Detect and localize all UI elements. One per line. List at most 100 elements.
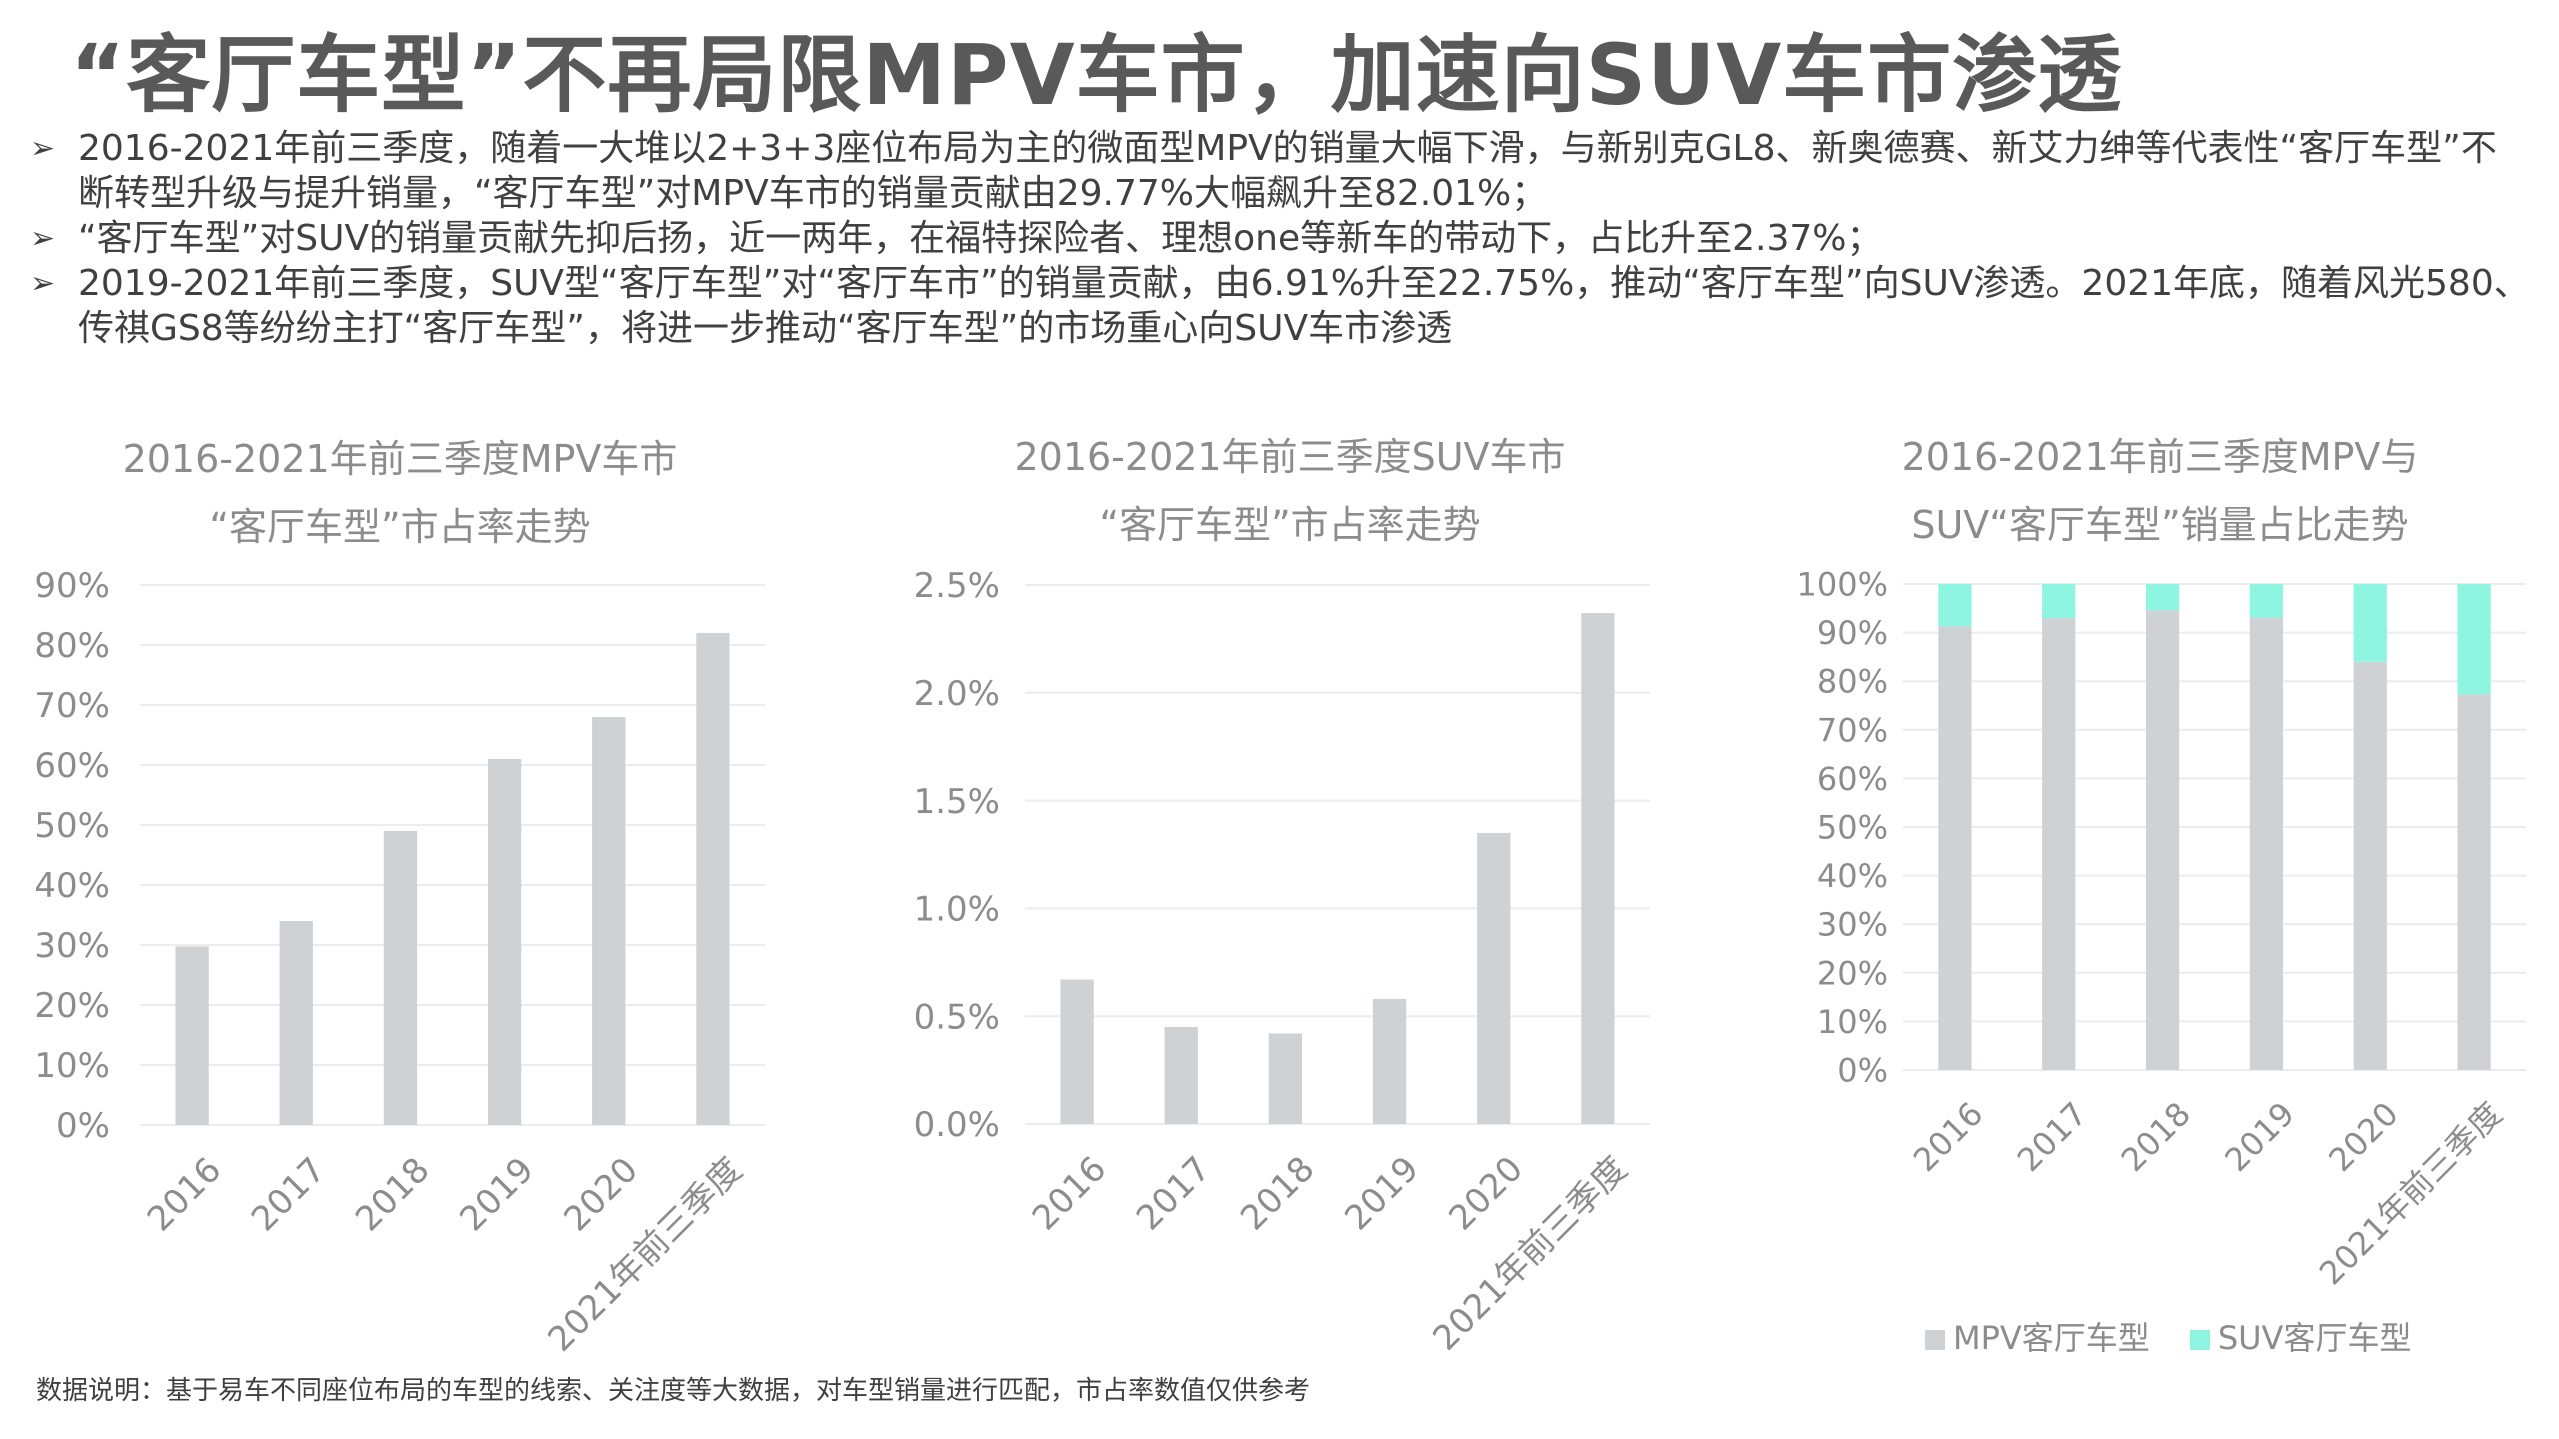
y-tick-label: 10%	[1817, 1003, 1888, 1041]
y-tick-label: 40%	[1817, 857, 1888, 895]
y-tick-label: 70%	[34, 686, 110, 726]
y-tick-label: 40%	[34, 866, 110, 906]
bullet-text: “客厅车型”对SUV的销量贡献先抑后扬，近一两年，在福特探险者、理想one等新车…	[78, 218, 1883, 259]
y-tick-label: 0.0%	[914, 1105, 1000, 1145]
x-tick-label: 2017	[244, 1150, 333, 1239]
x-tick-label: 2021年前三季度	[1425, 1149, 1635, 1359]
x-tick-label: 2018	[1233, 1149, 1322, 1238]
y-tick-label: 50%	[1817, 809, 1888, 847]
y-tick-label: 60%	[34, 746, 110, 786]
bar-segment-suv	[2042, 584, 2076, 619]
y-tick-label: 0%	[1837, 1052, 1888, 1090]
bar	[1164, 1026, 1198, 1124]
page-title: “客厅车型”不再局限MPV车市，加速向SUV车市渗透	[70, 26, 2123, 124]
y-tick-label: 80%	[34, 626, 110, 666]
legend-label: MPV客厅车型	[1953, 1319, 2150, 1357]
x-tick-label: 2021年前三季度	[540, 1150, 750, 1360]
y-tick-label: 0%	[56, 1106, 110, 1146]
chart-title-line: “客厅车型”市占率走势	[209, 505, 591, 549]
bar	[1581, 613, 1615, 1124]
chart-title-line: 2016-2021年前三季度SUV车市	[1014, 435, 1566, 479]
chart-title-line: 2016-2021年前三季度MPV与	[1901, 435, 2419, 479]
y-tick-label: 50%	[34, 806, 110, 846]
x-tick-label: 2017	[1129, 1149, 1218, 1238]
chart-title-line: SUV“客厅车型”销量占比走势	[1911, 503, 2409, 547]
x-tick-label: 2019	[452, 1150, 541, 1239]
bar	[1372, 998, 1407, 1124]
bar-segment-suv	[2353, 584, 2387, 662]
chart-title-line: 2016-2021年前三季度MPV车市	[122, 437, 678, 481]
y-tick-label: 10%	[34, 1046, 110, 1086]
y-tick-label: 60%	[1817, 760, 1888, 798]
y-tick-label: 70%	[1817, 711, 1888, 749]
x-tick-label: 2016	[1906, 1095, 1990, 1179]
chart-title-line: “客厅车型”市占率走势	[1099, 503, 1481, 547]
x-tick-label: 2021年前三季度	[2312, 1095, 2510, 1293]
legend-item-suv: SUV客厅车型	[2189, 1313, 2412, 1359]
bar	[487, 759, 522, 1125]
bullet-text: 2016-2021年前三季度，随着一大堆以2+3+3座位布局为主的微面型MPV的…	[78, 128, 2497, 214]
x-tick-label: 2020	[1441, 1149, 1530, 1238]
bar-segment-mpv	[2145, 610, 2180, 1070]
x-tick-label: 2016	[140, 1150, 229, 1239]
stacked-share-bar-chart: 0%10%20%30%40%50%60%70%80%90%100%2016 201…	[1797, 566, 2526, 1293]
bar	[383, 831, 418, 1125]
bar	[1477, 832, 1511, 1124]
bar	[1060, 979, 1094, 1124]
y-tick-label: 20%	[1817, 954, 1888, 992]
y-tick-label: 30%	[1817, 906, 1888, 944]
bullet-list: ➢ 2016-2021年前三季度，随着一大堆以2+3+3座位布局为主的微面型MPV…	[30, 126, 2530, 351]
bar-segment-suv	[2249, 584, 2284, 618]
y-tick-label: 2.5%	[914, 566, 1000, 606]
legend-item-mpv: MPV客厅车型	[1925, 1313, 2150, 1359]
mpv-share-bar-chart: 0%10%20%30%40%50%60%70%80%90%2016 2017 201…	[34, 566, 765, 1360]
bullet-item: ➢ 2019-2021年前三季度，SUV型“客厅车型”对“客厅车市”的销量贡献，由…	[30, 261, 2530, 351]
bar	[696, 632, 730, 1125]
bar-segment-suv	[1938, 584, 1972, 627]
y-tick-label: 90%	[1817, 614, 1888, 652]
y-tick-label: 20%	[34, 986, 110, 1026]
x-tick-label: 2020	[556, 1150, 645, 1239]
bar	[592, 717, 626, 1125]
bar-segment-suv	[2145, 584, 2180, 611]
bullet-text: 2019-2021年前三季度，SUV型“客厅车型”对“客厅车市”的销量贡献，由6…	[78, 263, 2530, 349]
x-tick-label: 2016	[1025, 1149, 1114, 1238]
y-tick-label: 80%	[1817, 663, 1888, 701]
x-tick-label: 2019	[1337, 1149, 1426, 1238]
chart-3-legend: MPV客厅车型 SUV客厅车型	[1925, 1313, 2411, 1359]
chart-3-title: 2016-2021年前三季度MPV与 SUV“客厅车型”销量占比走势	[1820, 423, 2500, 559]
bar-segment-mpv	[2457, 694, 2491, 1070]
bar-segment-suv	[2457, 584, 2491, 695]
bullet-item: ➢ 2016-2021年前三季度，随着一大堆以2+3+3座位布局为主的微面型MPV…	[30, 126, 2530, 216]
y-tick-label: 0.5%	[914, 997, 1000, 1037]
y-tick-label: 90%	[34, 566, 110, 606]
bar-segment-mpv	[1938, 626, 1972, 1070]
x-tick-label: 2018	[2114, 1095, 2198, 1179]
suv-share-bar-chart: 0.0% 0.5% 1.0% 1.5% 2.0% 2.5% 2016 2017 2018 2019…	[914, 566, 1650, 1359]
arrowhead-bullet-icon: ➢	[30, 221, 56, 256]
bar-segment-mpv	[2042, 618, 2076, 1070]
bullet-item: ➢ “客厅车型”对SUV的销量贡献先抑后扬，近一两年，在福特探险者、理想one等新…	[30, 216, 2530, 261]
footnote: 数据说明：基于易车不同座位布局的车型的线索、关注度等大数据，对车型销量进行匹配，…	[36, 1376, 1311, 1406]
arrowhead-bullet-icon: ➢	[30, 266, 56, 301]
y-tick-label: 1.0%	[914, 890, 1000, 930]
bar	[175, 946, 209, 1125]
y-tick-label: 30%	[34, 926, 110, 966]
chart-2-title: 2016-2021年前三季度SUV车市 “客厅车型”市占率走势	[950, 423, 1630, 559]
x-tick-label: 2019	[2217, 1095, 2301, 1179]
y-tick-label: 2.0%	[914, 674, 1000, 714]
arrowhead-bullet-icon: ➢	[30, 131, 56, 166]
legend-swatch	[2189, 1330, 2210, 1350]
bar-segment-mpv	[2353, 661, 2387, 1070]
chart-1-title: 2016-2021年前三季度MPV车市 “客厅车型”市占率走势	[60, 425, 740, 561]
x-tick-label: 2020	[2321, 1095, 2405, 1179]
bar	[279, 921, 313, 1125]
legend-swatch	[1925, 1330, 1945, 1350]
x-tick-label: 2018	[348, 1150, 437, 1239]
legend-label: SUV客厅车型	[2217, 1319, 2412, 1357]
y-tick-label: 100%	[1797, 566, 1888, 604]
bar	[1268, 1033, 1303, 1124]
x-tick-label: 2017	[2010, 1095, 2094, 1179]
y-tick-label: 1.5%	[914, 782, 1000, 822]
bar-segment-mpv	[2249, 617, 2284, 1070]
